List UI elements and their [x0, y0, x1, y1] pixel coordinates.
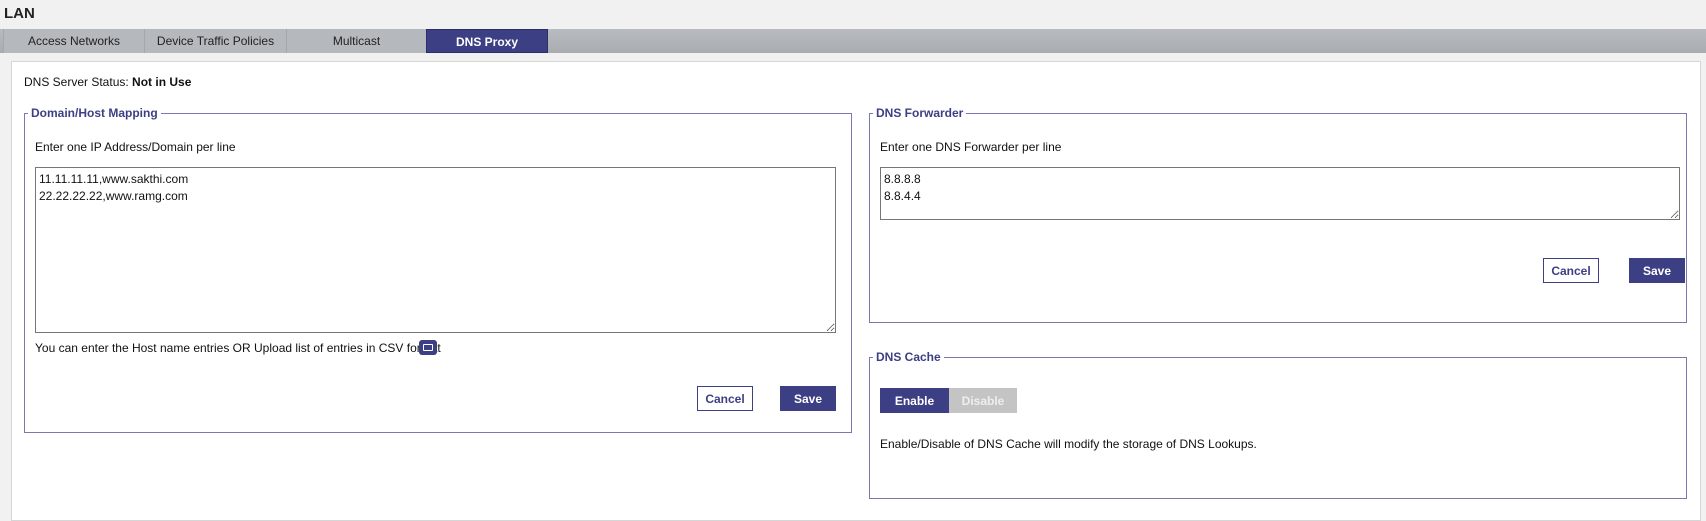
tab-access-networks[interactable]: Access Networks — [3, 29, 144, 53]
domain-host-mapping-section: Domain/Host Mapping — [24, 106, 852, 433]
status-value: Not in Use — [132, 75, 192, 89]
section-legend: DNS Cache — [876, 350, 941, 364]
mapping-cancel-button[interactable]: Cancel — [697, 386, 753, 411]
page-title: LAN — [4, 5, 35, 22]
dns-server-status: DNS Server Status: Not in Use — [24, 75, 191, 89]
section-legend: Domain/Host Mapping — [31, 106, 158, 120]
cache-enable-button[interactable]: Enable — [880, 388, 949, 413]
cache-note: Enable/Disable of DNS Cache will modify … — [880, 437, 1257, 451]
dns-forwarder-textarea[interactable] — [880, 167, 1680, 220]
mapping-save-button[interactable]: Save — [780, 386, 836, 411]
tab-bar: Access Networks Device Traffic Policies … — [0, 29, 1706, 53]
cache-disable-button[interactable]: Disable — [949, 388, 1017, 413]
mapping-hint: Enter one IP Address/Domain per line — [35, 140, 236, 154]
forwarder-save-button[interactable]: Save — [1629, 258, 1685, 283]
tab-multicast[interactable]: Multicast — [286, 29, 426, 53]
forwarder-cancel-button[interactable]: Cancel — [1543, 258, 1599, 283]
forwarder-hint: Enter one DNS Forwarder per line — [880, 140, 1062, 154]
tab-device-traffic-policies[interactable]: Device Traffic Policies — [144, 29, 286, 53]
host-mapping-textarea[interactable] — [35, 167, 836, 333]
csv-note: You can enter the Host name entries OR U… — [35, 341, 441, 355]
dns-forwarder-section: DNS Forwarder — [869, 106, 1687, 323]
status-label: DNS Server Status: — [24, 75, 129, 89]
section-legend: DNS Forwarder — [876, 106, 964, 120]
folder-icon[interactable] — [419, 340, 437, 355]
tab-dns-proxy[interactable]: DNS Proxy — [426, 29, 548, 53]
dns-cache-section: DNS Cache — [869, 350, 1687, 499]
